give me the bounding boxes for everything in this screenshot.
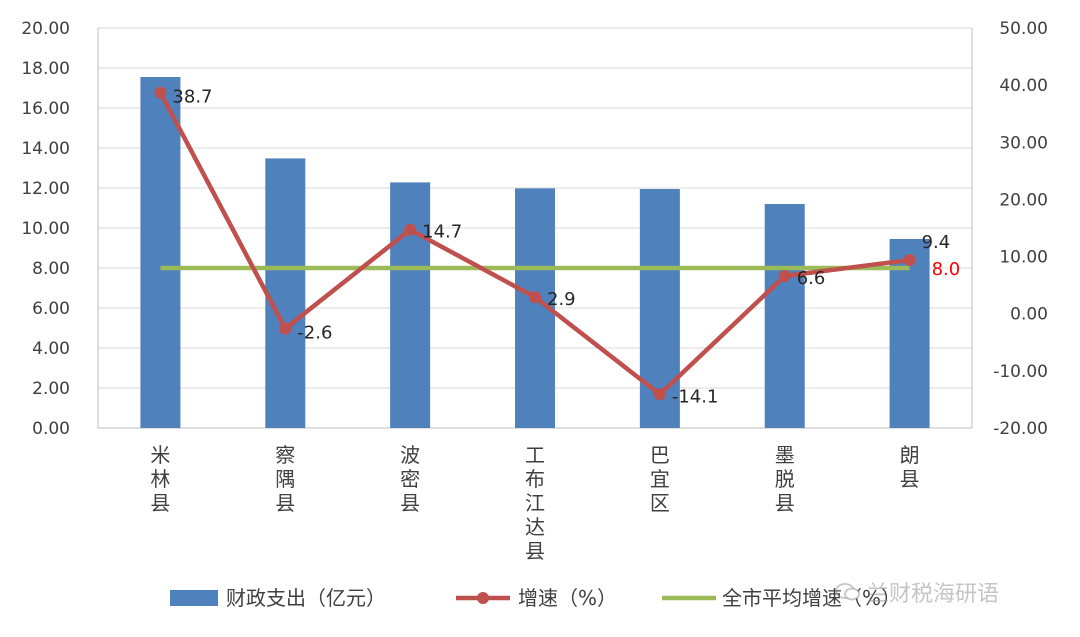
bar [889,239,930,428]
y-right-tick-label: 50.00 [999,19,1048,39]
growth-point [404,223,417,236]
growth-data-label: -2.6 [297,323,332,344]
x-tick-label: 朗县 [900,443,920,491]
growth-data-label: 2.9 [547,289,576,310]
y-left-tick-label: 6.00 [32,299,70,319]
x-tick-label: 察隅县 [275,443,295,515]
x-axis-categories: 米林县 察隅县 波密县 工布江达县 巴宜区 墨脱县 朗县 [150,443,919,563]
growth-point [279,322,292,335]
growth-point [778,270,791,282]
bar [390,182,431,428]
y-right-tick-label: 40.00 [999,76,1048,96]
y-right-tick-label: 0.00 [1010,305,1048,325]
legend-label: 全市平均增速（%） [722,586,901,610]
y-left-tick-label: 4.00 [32,339,70,359]
legend-swatch-marker [477,592,489,604]
y-right-tick-label: 10.00 [999,248,1048,268]
y-right-tick-label: -20.00 [993,419,1048,439]
legend-label: 增速（%） [518,586,617,610]
bar [639,189,680,428]
x-tick-label: 米林县 [150,443,170,515]
bar-series [140,77,930,428]
growth-point [529,291,541,304]
x-tick-label: 波密县 [400,443,420,515]
bar [265,158,306,428]
growth-data-label: 14.7 [422,222,462,243]
growth-data-label: -14.1 [672,386,719,407]
legend: 财政支出（亿元） 增速（%） 全市平均增速（%） [170,586,901,610]
y-left-tick-label: 18.00 [21,59,70,79]
y-right-tick-label: 20.00 [999,190,1048,210]
legend-swatch-bar [170,590,218,606]
y-axis-right: -20.00 -10.00 0.00 10.00 20.00 30.00 40.00 50.0… [993,19,1048,439]
x-tick-label: 墨脱县 [775,443,795,515]
bar [764,204,805,428]
y-left-tick-label: 10.00 [21,219,70,239]
growth-data-label: 9.4 [922,232,951,253]
growth-point [903,254,916,266]
x-tick-label: 工布江达县 [525,443,545,563]
y-left-tick-label: 8.00 [32,259,70,279]
y-right-tick-label: 30.00 [999,133,1048,153]
growth-data-label: 38.7 [172,87,212,108]
legend-label: 财政支出（亿元） [226,586,386,610]
y-left-tick-label: 16.00 [21,99,70,119]
wechat-icon [835,582,861,602]
growth-point [154,86,167,99]
watermark: 兰财税海研语 [835,575,999,609]
y-left-tick-label: 12.00 [21,179,70,199]
average-data-label: 8.0 [932,259,961,280]
bar [140,77,181,428]
y-right-tick-label: -10.00 [993,362,1048,382]
watermark-text: 兰财税海研语 [867,582,1000,607]
y-left-tick-label: 2.00 [32,379,70,399]
growth-point [653,388,666,401]
y-left-tick-label: 20.00 [21,19,70,39]
growth-data-label: 6.6 [797,268,826,289]
average-growth-line: 8.0 [160,259,960,280]
y-axis-left: 0.00 2.00 4.00 6.00 8.00 10.00 12.00 14.00 16.00… [21,19,70,439]
y-left-tick-label: 14.00 [21,139,70,159]
growth-rate-line: 38.7 -2.6 14.7 2.9 -14.1 6.6 9.4 [154,86,951,407]
x-tick-label: 巴宜区 [650,443,670,515]
y-left-tick-label: 0.00 [32,419,70,439]
